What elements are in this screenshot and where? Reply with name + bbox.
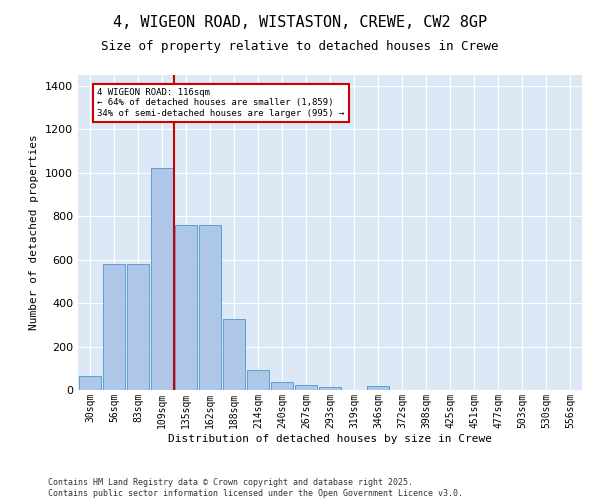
Bar	[271, 382, 293, 390]
Bar	[199, 225, 221, 390]
Text: 4 WIGEON ROAD: 116sqm
← 64% of detached houses are smaller (1,859)
34% of semi-d: 4 WIGEON ROAD: 116sqm ← 64% of detached …	[97, 88, 344, 118]
Bar	[103, 264, 125, 390]
Text: 4, WIGEON ROAD, WISTASTON, CREWE, CW2 8GP: 4, WIGEON ROAD, WISTASTON, CREWE, CW2 8G…	[113, 15, 487, 30]
Bar	[175, 225, 197, 390]
Bar	[319, 386, 341, 390]
Bar	[223, 320, 245, 390]
Bar	[247, 370, 269, 390]
Bar	[151, 168, 173, 390]
Bar	[127, 264, 149, 390]
Bar	[367, 386, 389, 390]
Text: Size of property relative to detached houses in Crewe: Size of property relative to detached ho…	[101, 40, 499, 53]
Bar	[295, 384, 317, 390]
Y-axis label: Number of detached properties: Number of detached properties	[29, 134, 40, 330]
Bar	[79, 376, 101, 390]
Text: Contains HM Land Registry data © Crown copyright and database right 2025.
Contai: Contains HM Land Registry data © Crown c…	[48, 478, 463, 498]
X-axis label: Distribution of detached houses by size in Crewe: Distribution of detached houses by size …	[168, 434, 492, 444]
